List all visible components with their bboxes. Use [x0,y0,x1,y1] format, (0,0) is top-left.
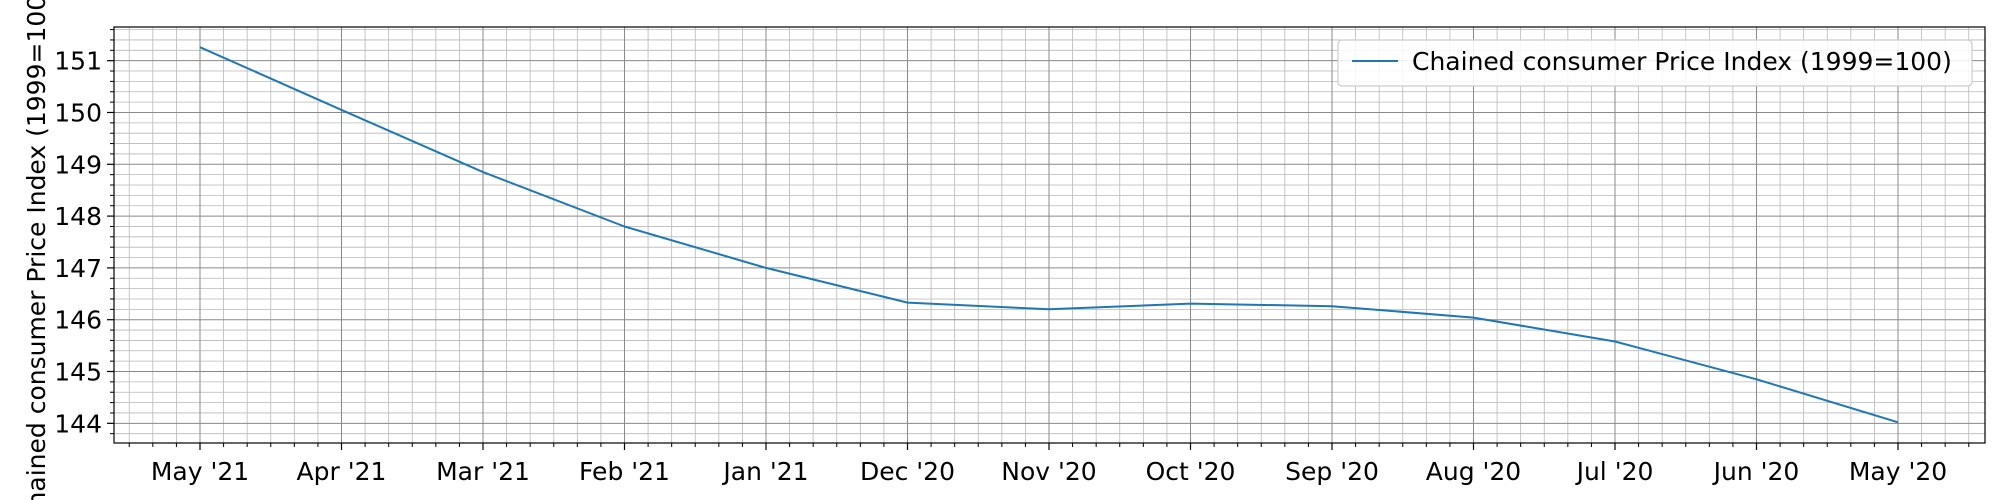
x-tick-label: Jul '20 [1575,457,1654,486]
y-tick-label: 144 [54,409,102,438]
y-tick-label: 149 [54,150,102,179]
x-tick-label: Nov '20 [1001,457,1096,486]
x-tick-label: Sep '20 [1285,457,1379,486]
x-tick-label: Dec '20 [860,457,955,486]
y-tick-labels: 144 145 146 147 148 149 150 151 [54,47,102,439]
x-tick-label: Apr '21 [297,457,387,486]
legend: Chained consumer Price Index (1999=100) [1337,39,1973,87]
x-tick-label: May '20 [1849,457,1947,486]
plot-area-frame [113,26,1986,444]
legend-label: Chained consumer Price Index (1999=100) [1412,47,1952,76]
y-tick-label: 148 [54,202,102,231]
major-grid [114,27,1985,443]
x-tick-label: Aug '20 [1426,457,1521,486]
axis-ticks [107,29,1970,450]
series-line [199,46,1899,424]
x-tick-labels: May '21 Apr '21 Mar '21 Feb '21 Jan '21 Dec '… [151,457,1947,486]
x-tick-label: Feb '21 [579,457,670,486]
x-tick-label: May '21 [151,457,249,486]
data-series [199,46,1899,424]
x-tick-label: Mar '21 [436,457,530,486]
y-tick-label: 151 [54,47,102,76]
x-tick-label: Jun '20 [1712,457,1800,486]
y-tick-label: 147 [54,254,102,283]
y-tick-label: 146 [54,306,102,335]
y-tick-label: 145 [54,358,102,387]
x-tick-label: Jan '21 [721,457,808,486]
x-tick-label: Oct '20 [1146,457,1236,486]
y-axis-title: Chained consumer Price Index (1999=100) [22,0,51,500]
y-tick-label: 150 [54,98,102,127]
legend-box [1337,39,1973,87]
